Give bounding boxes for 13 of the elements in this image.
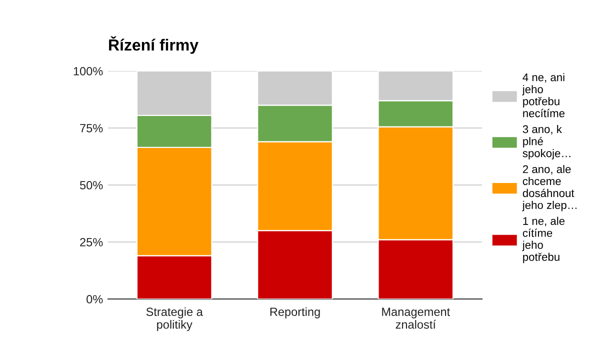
legend-label: 1 ne, ale cítíme jeho potřebu [522,216,565,264]
chart-title: Řízení firmy [109,36,198,54]
y-tick-label: 50% [80,181,103,190]
x-tick-label: Management znalostí [382,308,450,329]
legend-label: 3 ano, k plné spokoje… [522,124,570,160]
y-tick-label: 100% [74,67,103,76]
legend-label: 2 ano, ale chceme dosáhnout jeho zlep… [522,164,576,212]
y-tick-label: 75% [80,124,103,132]
x-tick-label: Strategie a politiky [146,307,203,332]
legend-label: 4 ne, ani jeho potřebu necítíme [522,73,565,118]
x-tick-label: Reporting [270,307,320,318]
y-tick-label: 0% [86,295,103,304]
y-tick-label: 25% [80,238,103,246]
